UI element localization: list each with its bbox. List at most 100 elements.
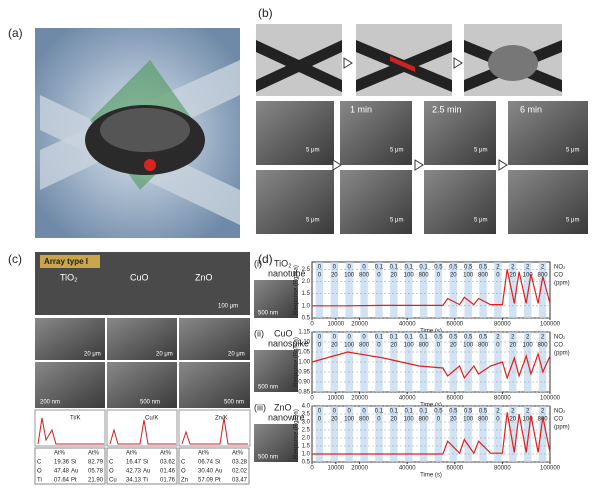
no2-level: 0.1: [405, 409, 414, 415]
table-cell: O: [37, 469, 42, 475]
y-tick-label: 1.00: [298, 360, 310, 366]
scale-bar: 500 nm: [258, 385, 278, 391]
y-tick-label: 1.05: [298, 350, 310, 356]
co-level: 0: [318, 417, 322, 423]
scale-bar: 500 nm: [140, 400, 160, 406]
co-level: 20: [450, 273, 457, 279]
x-tick-label: 100000: [540, 466, 561, 472]
exposure-band: [449, 406, 458, 462]
no2-level: 0.1: [419, 265, 428, 271]
x-tick-label: 100000: [540, 396, 561, 402]
table-cell: C: [181, 460, 186, 466]
sem-inset: [254, 280, 298, 318]
exposure-band: [449, 262, 458, 318]
illustration: [35, 28, 240, 238]
table-cell: Au: [143, 469, 150, 475]
table-cell: Pt: [71, 478, 77, 484]
table-cell: C: [109, 460, 114, 466]
no2-level: 0: [333, 409, 337, 415]
co-level: 0: [437, 273, 441, 279]
exposure-band: [360, 262, 368, 318]
table-cell: At%: [88, 451, 100, 457]
gas-label: (ppm): [554, 425, 570, 431]
no2-level: 0: [318, 409, 322, 415]
edx-inset: Zn/K: [215, 416, 228, 422]
table-cell: C: [37, 460, 42, 466]
no2-level: 0: [318, 335, 322, 341]
table-cell: 01.46: [160, 469, 176, 475]
sample-name: nanospike: [268, 338, 309, 348]
no2-level: 0: [348, 265, 352, 271]
material-label: CuO: [130, 272, 149, 282]
no2-level: 2: [541, 265, 545, 271]
exposure-band: [434, 406, 443, 462]
no2-level: 2: [511, 265, 515, 271]
x-tick-label: 20000: [351, 466, 368, 472]
x-tick-label: 60000: [446, 396, 463, 402]
table-cell: Pt: [215, 478, 221, 484]
x-tick-label: 10000: [327, 322, 344, 328]
y-tick-label: 0.85: [298, 390, 310, 396]
co-level: 100: [344, 417, 355, 423]
table-cell: 16.47: [126, 460, 142, 466]
gas-label: NO₂: [554, 409, 566, 415]
table-cell: Zn: [181, 478, 188, 484]
no2-level: 2: [526, 335, 530, 341]
scale-bar: 5 μm: [390, 218, 403, 224]
material-label: TiO₂: [60, 272, 78, 282]
scale-bar: 100 μm: [218, 304, 238, 310]
scale-bar: 500 nm: [224, 400, 244, 406]
y-tick-label: 1.15: [298, 330, 310, 336]
x-tick-label: 80000: [494, 466, 511, 472]
table-cell: 02.02: [232, 469, 248, 475]
no2-level: 0.5: [464, 265, 473, 271]
exposure-band: [419, 332, 428, 392]
edx-inset: Cu/K: [145, 416, 158, 422]
no2-level: 2: [541, 335, 545, 341]
co-level: 0: [318, 273, 322, 279]
co-level: 800: [538, 273, 549, 279]
exposure-band: [375, 406, 383, 462]
co-level: 800: [359, 417, 370, 423]
exposure-band: [419, 262, 428, 318]
co-level: 0: [318, 343, 322, 349]
material-label: ZnO: [195, 272, 213, 282]
response-line: [311, 351, 551, 380]
scale-bar: 5 μm: [474, 148, 487, 154]
exposure-band: [479, 332, 487, 392]
no2-level: 2: [526, 265, 530, 271]
co-level: 0: [437, 343, 441, 349]
exposure-band: [330, 406, 339, 462]
no2-level: 2: [511, 409, 515, 415]
scale-bar: 5 μm: [474, 218, 487, 224]
exposure-band: [494, 406, 502, 462]
co-level: 0: [437, 417, 441, 423]
y-tick-label: 3.0: [302, 420, 311, 426]
response-line: [312, 412, 551, 455]
no2-level: 0.1: [390, 265, 399, 271]
gas-label: (ppm): [554, 281, 570, 287]
table: [106, 447, 178, 485]
table-cell: 34.13: [126, 478, 142, 484]
co-level: 100: [404, 343, 415, 349]
panel-label: (c): [8, 252, 22, 266]
no2-level: 0: [362, 265, 366, 271]
co-level: 800: [478, 273, 489, 279]
table: [178, 447, 250, 485]
scale-bar: 5 μm: [390, 148, 403, 154]
co-level: 100: [523, 273, 534, 279]
panel-label: (d): [258, 252, 273, 266]
table-cell: At%: [232, 451, 244, 457]
x-tick-label: 80000: [494, 396, 511, 402]
exposure-band: [360, 406, 368, 462]
co-level: 20: [450, 417, 457, 423]
no2-level: 0.1: [419, 335, 428, 341]
scale-bar: 5 μm: [566, 148, 579, 154]
no2-level: 0.5: [449, 335, 458, 341]
table-cell: 03.28: [232, 460, 248, 466]
sample-name: nanowire: [268, 412, 305, 422]
no2-level: 0.5: [479, 335, 488, 341]
table-cell: 03.62: [160, 460, 176, 466]
co-level: 100: [523, 343, 534, 349]
exposure-band: [345, 262, 353, 318]
